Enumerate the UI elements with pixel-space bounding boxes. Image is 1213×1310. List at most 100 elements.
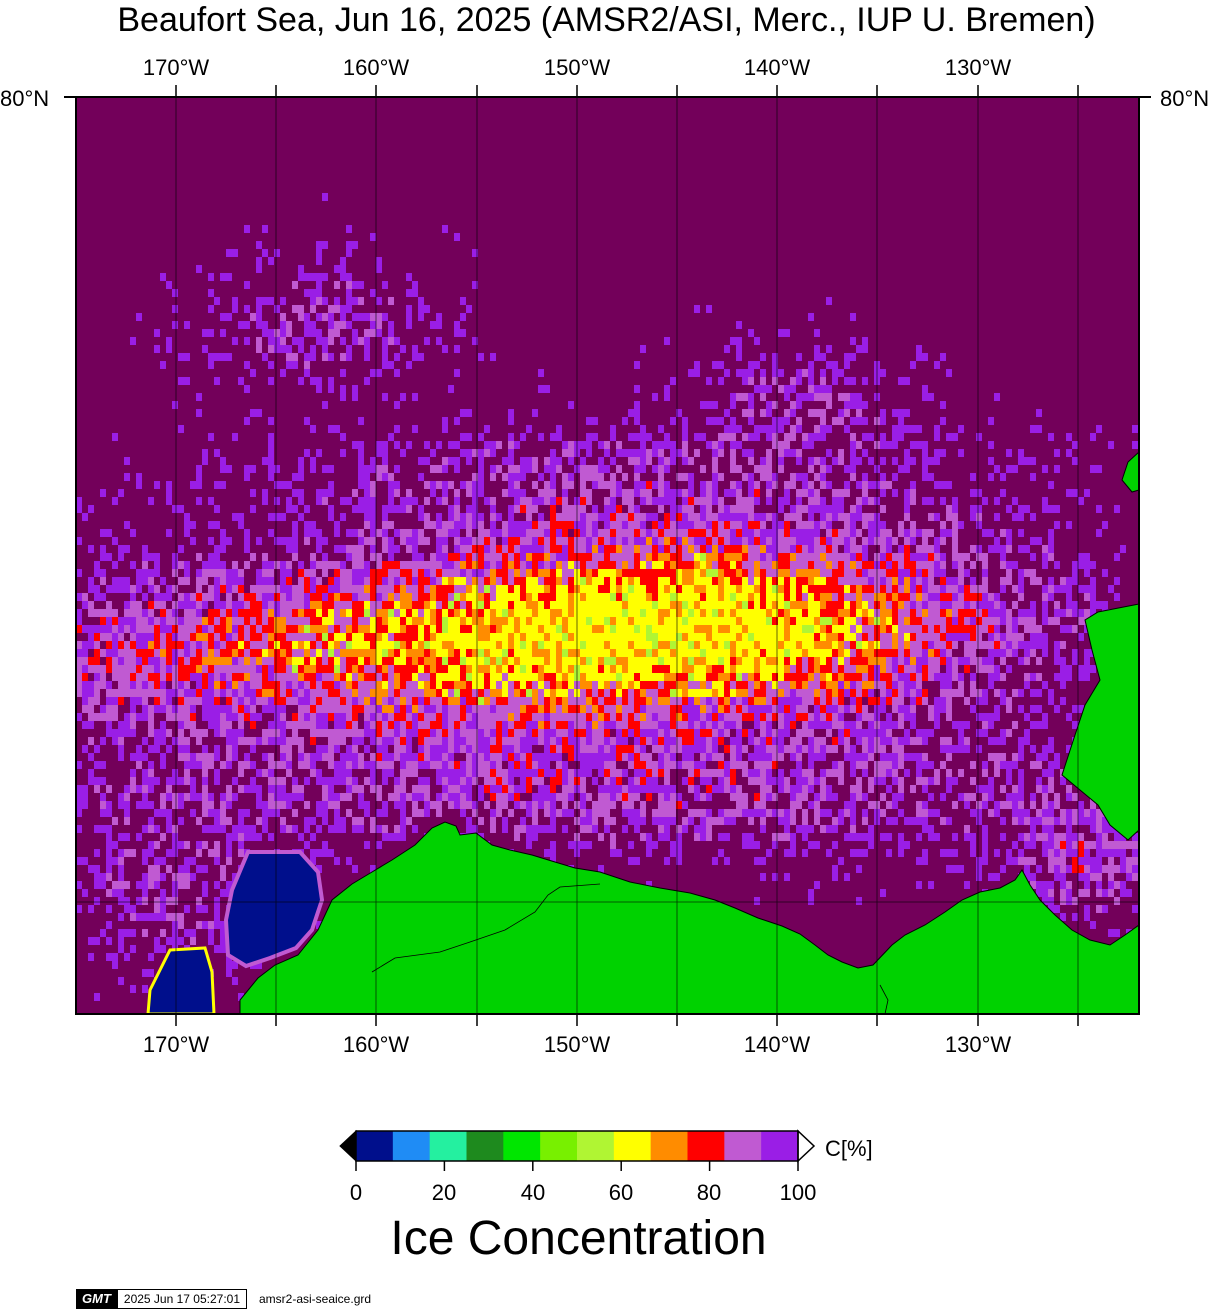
ice-cell [394, 481, 400, 489]
ice-cell [754, 481, 760, 489]
ice-cell [274, 641, 280, 649]
ice-cell [412, 705, 418, 713]
ice-cell [424, 625, 430, 633]
ice-cell [178, 377, 184, 385]
ice-cell [928, 705, 934, 713]
ice-cell [916, 601, 922, 609]
ice-cell [772, 625, 778, 633]
ice-cell [1042, 465, 1048, 473]
ice-cell [724, 721, 730, 729]
ice-cell [544, 561, 550, 569]
ice-cell [454, 657, 460, 665]
ice-cell [466, 633, 472, 641]
ice-cell [292, 529, 298, 537]
ice-cell [856, 345, 862, 353]
ice-cell [514, 705, 520, 713]
ice-cell [1078, 665, 1084, 673]
ice-cell [538, 609, 544, 617]
ice-cell [244, 321, 250, 329]
ice-cell [328, 609, 334, 617]
ice-cell [634, 561, 640, 569]
ice-cell [526, 593, 532, 601]
ice-cell [754, 545, 760, 553]
ice-cell [1018, 609, 1024, 617]
ice-cell [862, 473, 868, 481]
ice-cell [622, 593, 628, 601]
ice-cell [676, 673, 682, 681]
ice-cell [256, 241, 262, 249]
ice-cell [766, 577, 772, 585]
ice-cell [928, 497, 934, 505]
ice-cell [688, 505, 694, 513]
ice-cell [580, 665, 586, 673]
ice-cell [82, 641, 88, 649]
ice-cell [250, 721, 256, 729]
ice-cell [304, 577, 310, 585]
ice-cell [340, 337, 346, 345]
ice-cell [754, 681, 760, 689]
ice-cell [370, 497, 376, 505]
ice-cell [568, 697, 574, 705]
ice-cell [826, 689, 832, 697]
ice-cell [952, 561, 958, 569]
ice-cell [586, 577, 592, 585]
ice-cell [1084, 657, 1090, 665]
ice-cell [886, 689, 892, 697]
ice-cell [292, 601, 298, 609]
ice-cell [562, 513, 568, 521]
ice-cell [616, 441, 622, 449]
ice-cell [550, 561, 556, 569]
ice-cell [466, 617, 472, 625]
ice-cell [286, 633, 292, 641]
ice-cell [406, 489, 412, 497]
ice-cell [640, 649, 646, 657]
ice-cell [280, 585, 286, 593]
ice-cell [292, 633, 298, 641]
ice-cell [310, 665, 316, 673]
ice-cell [484, 665, 490, 673]
ice-cell [742, 553, 748, 561]
ice-cell [544, 705, 550, 713]
ice-cell [256, 313, 262, 321]
ice-cell [1006, 529, 1012, 537]
ice-cell [604, 609, 610, 617]
ice-cell [322, 353, 328, 361]
ice-cell [286, 593, 292, 601]
ice-cell [862, 625, 868, 633]
ice-cell [766, 529, 772, 537]
ice-cell [796, 401, 802, 409]
ice-cell [322, 273, 328, 281]
ice-cell [748, 625, 754, 633]
ice-cell [382, 713, 388, 721]
ice-cell [556, 697, 562, 705]
ice-cell [130, 657, 136, 665]
ice-cell [496, 689, 502, 697]
ice-cell [814, 393, 820, 401]
ice-cell [718, 593, 724, 601]
ice-cell [460, 601, 466, 609]
ice-cell [388, 569, 394, 577]
ice-cell [712, 441, 718, 449]
ice-cell [736, 545, 742, 553]
ice-cell [466, 561, 472, 569]
ice-cell [508, 529, 514, 537]
ice-cell [988, 617, 994, 625]
ice-cell [568, 505, 574, 513]
ice-cell [532, 577, 538, 585]
ice-cell [886, 585, 892, 593]
ice-cell [394, 649, 400, 657]
ice-cell [700, 713, 706, 721]
ice-cell [910, 577, 916, 585]
ice-cell [544, 617, 550, 625]
ice-cell [124, 713, 130, 721]
ice-cell [484, 705, 490, 713]
ice-cell [1018, 585, 1024, 593]
ice-cell [316, 689, 322, 697]
ice-cell [904, 545, 910, 553]
ice-cell [628, 505, 634, 513]
ice-cell [448, 673, 454, 681]
ice-cell [742, 577, 748, 585]
ice-cell [220, 529, 226, 537]
ice-cell [262, 625, 268, 633]
ice-cell [670, 625, 676, 633]
